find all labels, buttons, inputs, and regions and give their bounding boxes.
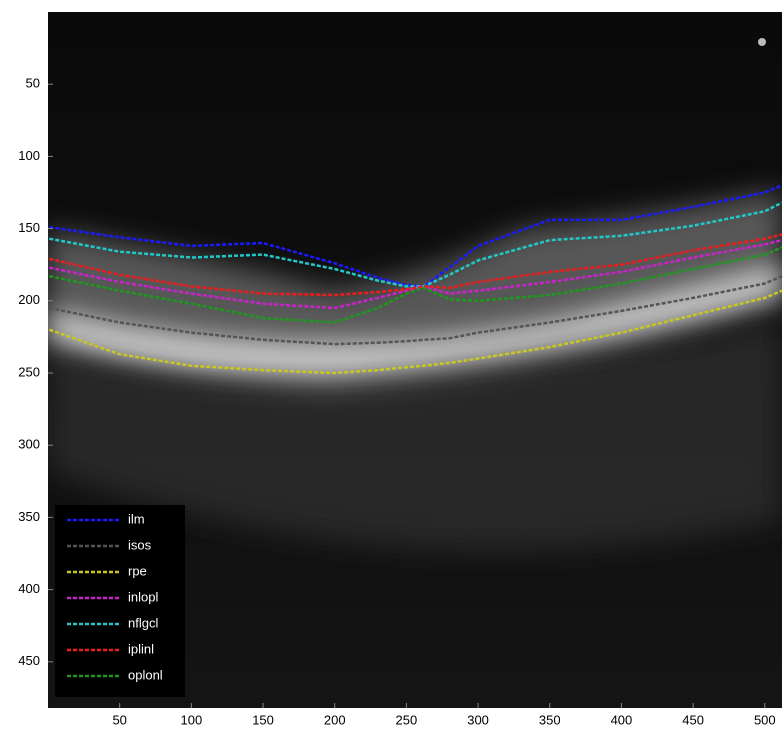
y-tick-label: 100 — [18, 148, 40, 163]
x-tick-label: 450 — [682, 712, 704, 727]
legend-box — [55, 505, 185, 697]
series-lines — [48, 184, 783, 375]
x-tick-label: 250 — [396, 712, 418, 727]
x-tick-label: 350 — [539, 712, 561, 727]
x-tick-label: 100 — [181, 712, 203, 727]
x-tick-label: 300 — [467, 712, 489, 727]
y-tick-label: 450 — [18, 653, 40, 668]
y-tick-label: 200 — [18, 292, 40, 307]
legend-label: ilm — [128, 511, 145, 526]
series-line — [49, 233, 783, 297]
y-tick-label: 250 — [18, 364, 40, 379]
x-tick-label: 500 — [754, 712, 776, 727]
legend-label: inlopl — [128, 589, 158, 604]
y-tick-label: 50 — [26, 76, 40, 91]
series-line — [49, 275, 783, 346]
x-tick-label: 50 — [112, 712, 126, 727]
retina-texture — [48, 38, 782, 551]
legend-label: nflgcl — [128, 615, 158, 630]
y-tick-label: 150 — [18, 220, 40, 235]
series-line — [49, 246, 783, 324]
series-line — [48, 289, 783, 375]
legend-label: rpe — [128, 563, 147, 578]
choroid-band — [48, 320, 782, 551]
legend: ilm isos rpe inlopl nflgcl iplinl oplonl — [55, 505, 185, 697]
x-tick-label: 400 — [611, 712, 633, 727]
y-tick-label: 350 — [18, 509, 40, 524]
x-tick-label: 150 — [252, 712, 274, 727]
legend-label: isos — [128, 537, 152, 552]
legend-label: iplinl — [128, 641, 154, 656]
rpe-band — [48, 265, 782, 385]
y-tick-label: 300 — [18, 437, 40, 452]
speck — [758, 38, 766, 46]
series-line — [49, 201, 783, 288]
legend-label: oplonl — [128, 667, 163, 682]
x-tick-label: 200 — [324, 712, 346, 727]
y-tick-label: 400 — [18, 581, 40, 596]
